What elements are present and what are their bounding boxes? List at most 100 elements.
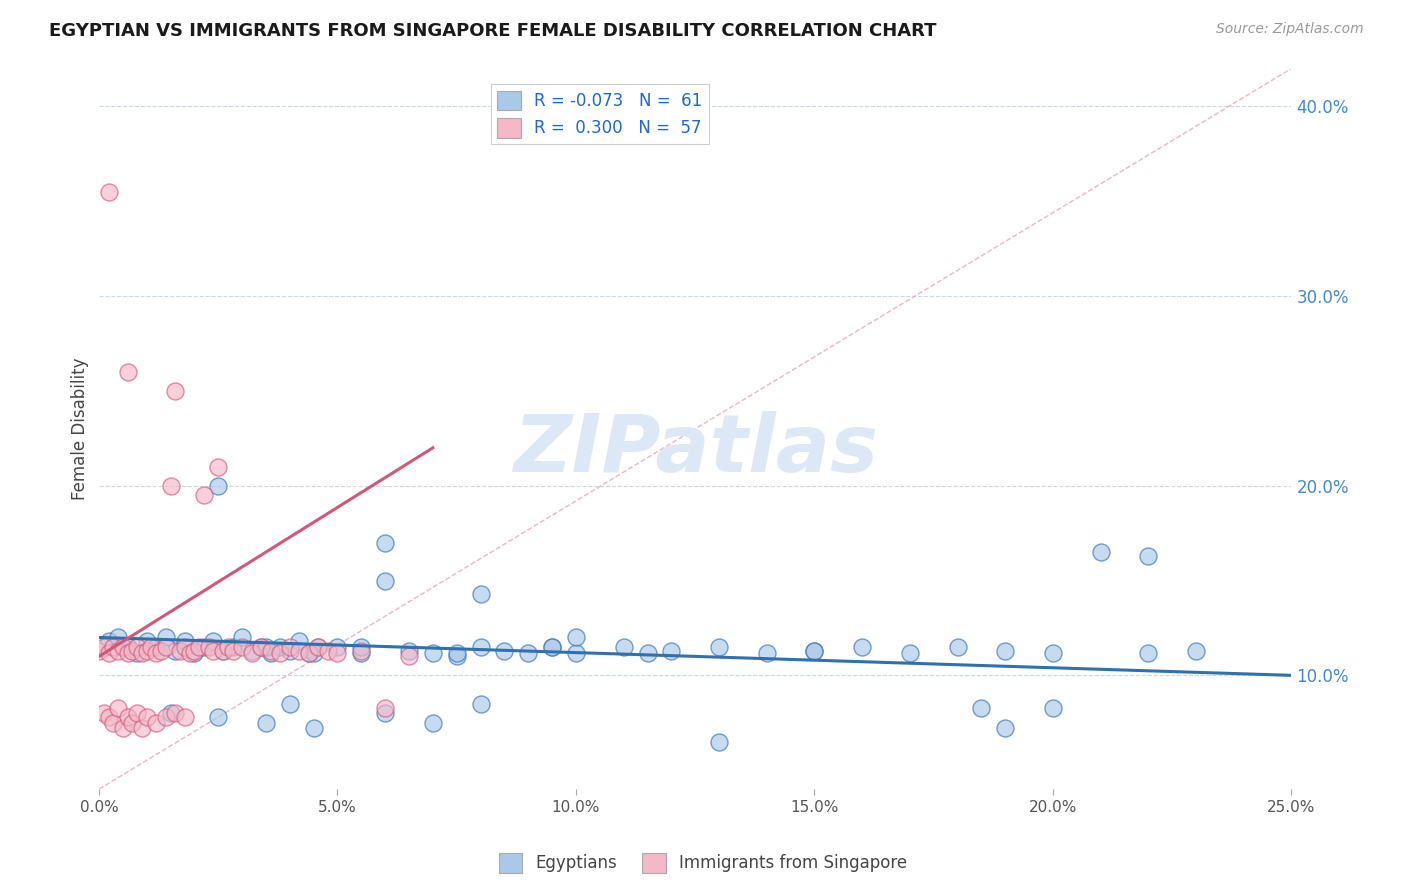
Point bbox=[755, 646, 778, 660]
Point bbox=[541, 640, 564, 654]
Point bbox=[127, 640, 149, 654]
Point bbox=[302, 722, 325, 736]
Point bbox=[103, 640, 125, 654]
Point bbox=[851, 640, 873, 654]
Point bbox=[131, 722, 153, 736]
Point bbox=[111, 722, 134, 736]
Point bbox=[127, 646, 149, 660]
Point bbox=[1185, 643, 1208, 657]
Point bbox=[197, 640, 219, 654]
Point bbox=[278, 640, 301, 654]
Point bbox=[260, 643, 283, 657]
Point bbox=[93, 706, 115, 721]
Point bbox=[97, 646, 120, 660]
Point bbox=[131, 646, 153, 660]
Point bbox=[422, 715, 444, 730]
Point bbox=[193, 488, 215, 502]
Point bbox=[250, 640, 273, 654]
Point bbox=[1137, 549, 1160, 563]
Point bbox=[707, 640, 730, 654]
Point bbox=[183, 643, 205, 657]
Point bbox=[1042, 646, 1064, 660]
Point bbox=[446, 649, 468, 664]
Point bbox=[350, 643, 373, 657]
Point bbox=[173, 640, 195, 654]
Point bbox=[117, 640, 139, 654]
Point bbox=[183, 646, 205, 660]
Point bbox=[269, 640, 291, 654]
Point bbox=[326, 646, 349, 660]
Point bbox=[302, 646, 325, 660]
Point bbox=[155, 631, 177, 645]
Point bbox=[135, 710, 157, 724]
Point bbox=[221, 640, 243, 654]
Point bbox=[231, 631, 253, 645]
Point bbox=[565, 646, 588, 660]
Point bbox=[188, 640, 211, 654]
Point bbox=[179, 646, 201, 660]
Point bbox=[97, 710, 120, 724]
Point bbox=[250, 640, 273, 654]
Point bbox=[254, 640, 277, 654]
Y-axis label: Female Disability: Female Disability bbox=[72, 358, 89, 500]
Point bbox=[637, 646, 659, 660]
Point bbox=[145, 646, 167, 660]
Point bbox=[212, 643, 235, 657]
Point bbox=[298, 646, 321, 660]
Point bbox=[307, 640, 329, 654]
Point bbox=[398, 643, 420, 657]
Point bbox=[494, 643, 516, 657]
Point bbox=[217, 640, 239, 654]
Point bbox=[97, 185, 120, 199]
Point bbox=[150, 643, 173, 657]
Point bbox=[117, 710, 139, 724]
Point bbox=[307, 640, 329, 654]
Legend: R = -0.073   N =  61, R =  0.300   N =  57: R = -0.073 N = 61, R = 0.300 N = 57 bbox=[491, 84, 709, 145]
Point bbox=[326, 640, 349, 654]
Point bbox=[316, 643, 339, 657]
Point bbox=[231, 640, 253, 654]
Point bbox=[446, 646, 468, 660]
Point bbox=[202, 634, 225, 648]
Point bbox=[141, 640, 163, 654]
Point bbox=[398, 649, 420, 664]
Point bbox=[207, 479, 229, 493]
Point bbox=[374, 535, 396, 549]
Point bbox=[135, 643, 157, 657]
Point bbox=[269, 646, 291, 660]
Point bbox=[173, 634, 195, 648]
Text: ZIPatlas: ZIPatlas bbox=[513, 411, 877, 490]
Point bbox=[613, 640, 636, 654]
Point bbox=[240, 643, 263, 657]
Point bbox=[193, 640, 215, 654]
Legend: Egyptians, Immigrants from Singapore: Egyptians, Immigrants from Singapore bbox=[492, 847, 914, 880]
Point bbox=[970, 700, 993, 714]
Point bbox=[121, 643, 143, 657]
Point bbox=[159, 479, 181, 493]
Point bbox=[278, 697, 301, 711]
Point bbox=[565, 631, 588, 645]
Point bbox=[707, 735, 730, 749]
Point bbox=[107, 643, 129, 657]
Point bbox=[470, 587, 492, 601]
Point bbox=[207, 710, 229, 724]
Point bbox=[165, 706, 187, 721]
Point bbox=[221, 643, 243, 657]
Point bbox=[803, 643, 825, 657]
Point bbox=[165, 384, 187, 398]
Point bbox=[470, 697, 492, 711]
Point bbox=[350, 640, 373, 654]
Point bbox=[212, 643, 235, 657]
Point bbox=[103, 715, 125, 730]
Point bbox=[207, 459, 229, 474]
Point bbox=[173, 710, 195, 724]
Point bbox=[1137, 646, 1160, 660]
Point bbox=[374, 574, 396, 588]
Point bbox=[155, 710, 177, 724]
Point bbox=[117, 646, 139, 660]
Point bbox=[1042, 700, 1064, 714]
Point bbox=[1090, 545, 1112, 559]
Point bbox=[470, 640, 492, 654]
Point bbox=[107, 700, 129, 714]
Point bbox=[517, 646, 540, 660]
